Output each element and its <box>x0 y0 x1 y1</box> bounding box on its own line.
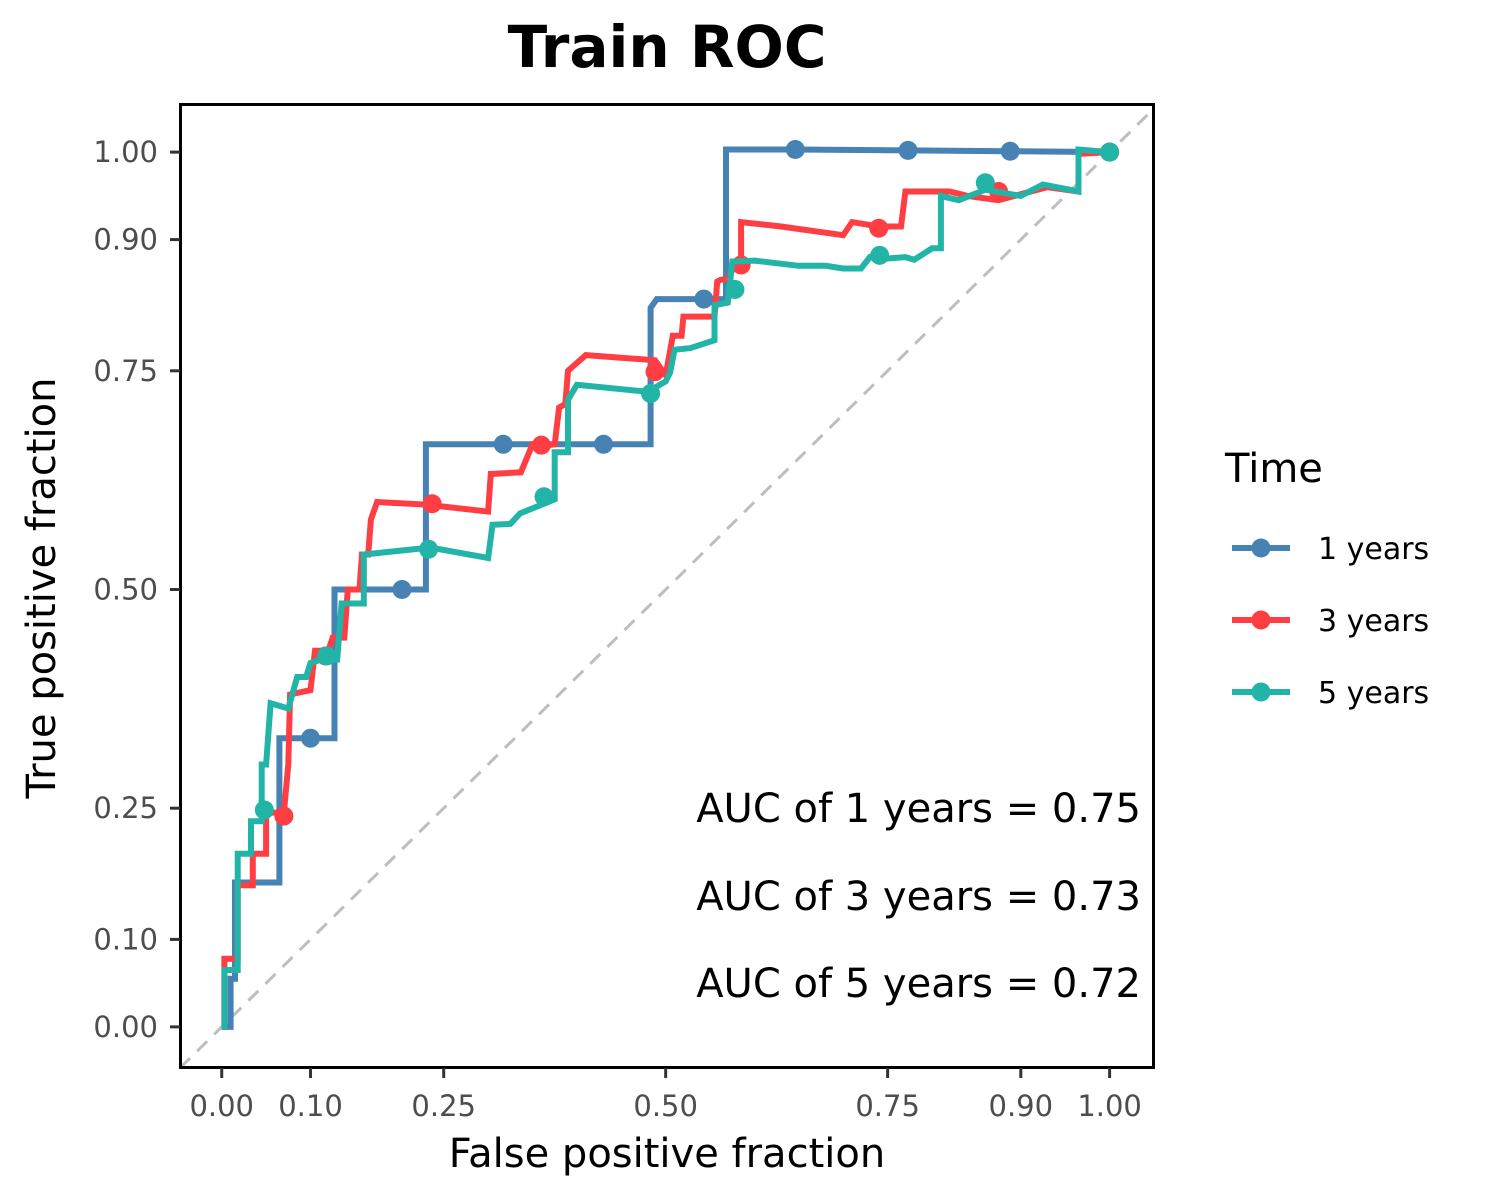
series-point-1-years-0 <box>301 728 321 748</box>
series-point-1-years-2 <box>493 434 513 454</box>
series-point-5-years-6 <box>870 245 890 265</box>
chart-title: Train ROC <box>508 13 827 81</box>
legend-items: 1 years 3 years 5 years <box>1232 532 1429 711</box>
y-axis-title: True positive fraction <box>19 378 65 800</box>
plot-border <box>179 103 1155 1069</box>
legend-title: Time <box>1224 446 1323 492</box>
series-point-3-years-4 <box>645 362 665 382</box>
series-point-1-years-4 <box>694 289 714 309</box>
y-axis: 0.00 0.10 0.25 0.50 0.75 0.90 1.00 <box>93 135 180 1044</box>
x-axis: 0.00 0.10 0.25 0.50 0.75 0.90 1.00 <box>189 1068 1142 1123</box>
series-line-3-years <box>221 149 1110 1030</box>
legend-label-3-years: 3 years <box>1318 604 1429 639</box>
series-point-5-years-5 <box>725 279 745 299</box>
series-point-3-years-6 <box>869 218 889 238</box>
series-point-1-years-5 <box>785 139 805 159</box>
y-tick-label-6: 1.00 <box>93 135 158 169</box>
series-point-5-years-2 <box>419 539 439 559</box>
legend-key-point-5-years <box>1251 682 1271 702</box>
y-tick-label-4: 0.75 <box>93 354 158 388</box>
auc-annotation-1-years: AUC of 1 years = 0.75 <box>696 786 1141 832</box>
series-point-5-years-4 <box>641 384 661 404</box>
series-point-1-years-3 <box>594 434 614 454</box>
legend-label-5-years: 5 years <box>1318 676 1429 711</box>
legend-key-point-1-years <box>1251 538 1271 558</box>
legend-item-1-years: 1 years <box>1232 532 1429 567</box>
diagonal-reference-line <box>180 107 1154 1068</box>
series-point-5-years-7 <box>975 173 995 193</box>
legend-item-3-years: 3 years <box>1232 604 1429 639</box>
series-point-1-years-6 <box>898 140 918 160</box>
series-point-5-years-3 <box>534 487 554 507</box>
legend-label-1-years: 1 years <box>1318 532 1429 567</box>
legend-key-point-3-years <box>1251 610 1271 630</box>
y-tick-label-1: 0.10 <box>93 922 158 956</box>
plot-area <box>180 107 1154 1068</box>
series-point-5-years-0 <box>254 800 274 820</box>
series-5-years <box>221 142 1120 1030</box>
y-tick-label-0: 0.00 <box>93 1010 158 1044</box>
series-point-1-years-1 <box>392 579 412 599</box>
auc-annotation-3-years: AUC of 3 years = 0.73 <box>696 874 1141 920</box>
x-tick-label-4: 0.75 <box>855 1089 920 1123</box>
legend-item-5-years: 5 years <box>1232 676 1429 711</box>
series-point-1-years-7 <box>1000 141 1020 161</box>
series-point-5-years-8 <box>1100 142 1120 162</box>
x-tick-label-3: 0.50 <box>633 1089 698 1123</box>
auc-annotation-5-years: AUC of 5 years = 0.72 <box>696 961 1141 1007</box>
series-line-5-years <box>221 146 1110 1030</box>
x-tick-label-1: 0.10 <box>278 1089 343 1123</box>
series-point-3-years-2 <box>422 494 442 514</box>
y-tick-label-2: 0.25 <box>93 791 158 825</box>
y-tick-label-5: 0.90 <box>93 223 158 257</box>
x-tick-label-5: 0.90 <box>989 1089 1054 1123</box>
auc-annotations: AUC of 1 years = 0.75 AUC of 3 years = 0… <box>696 786 1141 1007</box>
x-tick-label-0: 0.00 <box>189 1089 254 1123</box>
y-tick-label-3: 0.50 <box>93 572 158 606</box>
series-point-3-years-3 <box>531 435 551 455</box>
series-point-3-years-0 <box>274 806 294 826</box>
x-axis-title: False positive fraction <box>449 1131 885 1177</box>
legend: Time 1 years 3 years 5 years <box>1224 446 1429 711</box>
x-tick-label-2: 0.25 <box>411 1089 476 1123</box>
x-tick-label-6: 1.00 <box>1077 1089 1142 1123</box>
series-point-5-years-1 <box>316 646 336 666</box>
